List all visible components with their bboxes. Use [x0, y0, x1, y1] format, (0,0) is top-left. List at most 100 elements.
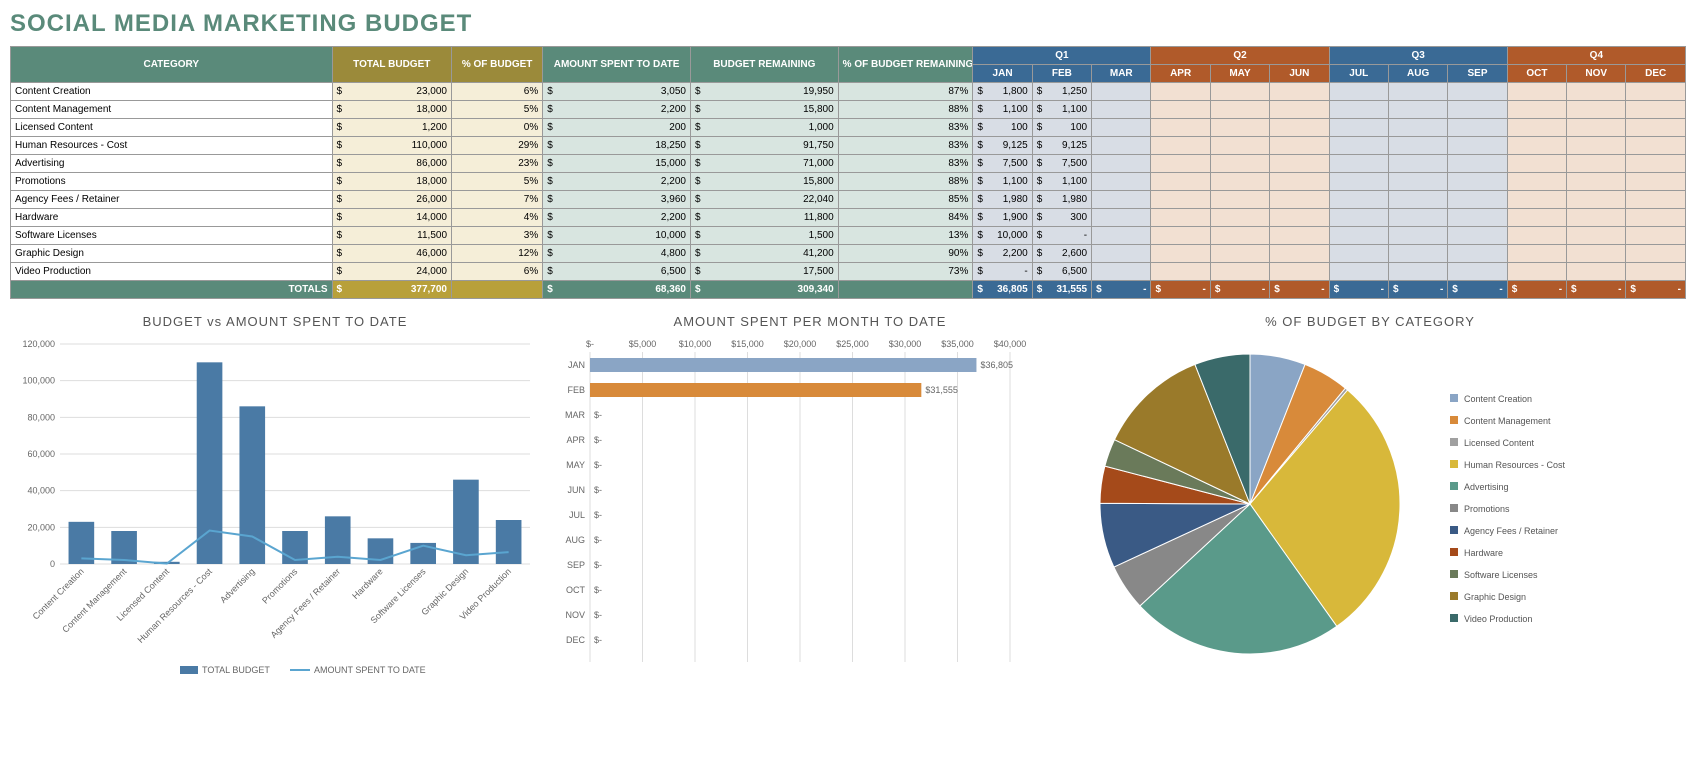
cell-month [1270, 245, 1329, 263]
cell-feb: $1,980 [1032, 191, 1091, 209]
totals-rem: $309,340 [690, 281, 838, 299]
cell-pctrem: 13% [838, 227, 973, 245]
cell-month [1210, 101, 1269, 119]
cell-month [1270, 119, 1329, 137]
cell-month [1151, 263, 1210, 281]
cell-feb: $9,125 [1032, 137, 1091, 155]
svg-text:Video Production: Video Production [1464, 614, 1532, 624]
svg-text:Licensed Content: Licensed Content [1464, 438, 1535, 448]
totals-budget: $377,700 [332, 281, 451, 299]
totals-month: $- [1329, 281, 1388, 299]
cell-month [1210, 83, 1269, 101]
cell-feb: $1,100 [1032, 173, 1091, 191]
svg-text:80,000: 80,000 [27, 412, 55, 422]
cell-month [1151, 83, 1210, 101]
cell-month [1329, 119, 1388, 137]
cell-month [1507, 209, 1566, 227]
svg-text:$-: $- [594, 460, 602, 470]
cell-spent: $200 [543, 119, 691, 137]
totals-mar: $- [1092, 281, 1151, 299]
cell-month [1626, 101, 1686, 119]
cell-pct: 6% [452, 83, 543, 101]
cell-month [1388, 173, 1447, 191]
cell-pct: 5% [452, 173, 543, 191]
svg-text:Human Resources - Cost: Human Resources - Cost [135, 566, 214, 645]
svg-text:Agency Fees / Retainer: Agency Fees / Retainer [269, 566, 343, 640]
col-month-jun: JUN [1270, 65, 1329, 83]
col-category: CATEGORY [11, 47, 333, 83]
cell-month [1567, 191, 1626, 209]
cell-month [1626, 137, 1686, 155]
cell-feb: $6,500 [1032, 263, 1091, 281]
col-month-nov: NOV [1567, 65, 1626, 83]
col-q2: Q2 [1151, 47, 1329, 65]
svg-text:AUG: AUG [565, 535, 585, 545]
cell-month [1151, 101, 1210, 119]
cell-month [1388, 209, 1447, 227]
cell-mar [1092, 119, 1151, 137]
chart-amount-per-month: AMOUNT SPENT PER MONTH TO DATE $-$5,000$… [550, 314, 1070, 687]
cell-month [1270, 263, 1329, 281]
svg-text:Hardware: Hardware [1464, 548, 1503, 558]
svg-text:$-: $- [594, 610, 602, 620]
svg-text:Promotions: Promotions [260, 566, 300, 606]
cell-budget: $46,000 [332, 245, 451, 263]
cell-mar [1092, 245, 1151, 263]
svg-text:$-: $- [594, 410, 602, 420]
cell-month [1507, 101, 1566, 119]
cell-spent: $3,050 [543, 83, 691, 101]
cell-budget: $1,200 [332, 119, 451, 137]
svg-text:$-: $- [594, 485, 602, 495]
svg-text:$-: $- [586, 339, 594, 349]
svg-text:Advertising: Advertising [218, 566, 257, 605]
cell-spent: $6,500 [543, 263, 691, 281]
cell-spent: $2,200 [543, 101, 691, 119]
cell-pct: 23% [452, 155, 543, 173]
svg-text:Hardware: Hardware [350, 566, 385, 601]
cell-month [1388, 263, 1447, 281]
cell-budget: $11,500 [332, 227, 451, 245]
cell-feb: $2,600 [1032, 245, 1091, 263]
cell-feb: $7,500 [1032, 155, 1091, 173]
cell-rem: $91,750 [690, 137, 838, 155]
cell-month [1329, 191, 1388, 209]
table-row: Human Resources - Cost $110,000 29% $18,… [11, 137, 1686, 155]
totals-feb: $31,555 [1032, 281, 1091, 299]
cell-month [1329, 263, 1388, 281]
cell-rem: $15,800 [690, 173, 838, 191]
table-row: Software Licenses $11,500 3% $10,000 $1,… [11, 227, 1686, 245]
cell-month [1626, 227, 1686, 245]
chart-pct-by-category: % OF BUDGET BY CATEGORY Content Creation… [1080, 314, 1660, 687]
cell-rem: $71,000 [690, 155, 838, 173]
cell-month [1507, 137, 1566, 155]
cell-month [1210, 209, 1269, 227]
cell-month [1270, 137, 1329, 155]
cell-month [1448, 155, 1507, 173]
cell-month [1626, 263, 1686, 281]
cell-jan: $100 [973, 119, 1032, 137]
cell-budget: $14,000 [332, 209, 451, 227]
svg-text:MAR: MAR [565, 410, 586, 420]
col-q3: Q3 [1329, 47, 1507, 65]
cell-spent: $3,960 [543, 191, 691, 209]
cell-feb: $- [1032, 227, 1091, 245]
cell-category: Hardware [11, 209, 333, 227]
table-row: Agency Fees / Retainer $26,000 7% $3,960… [11, 191, 1686, 209]
cell-month [1388, 191, 1447, 209]
cell-pctrem: 88% [838, 173, 973, 191]
svg-text:$35,000: $35,000 [941, 339, 974, 349]
svg-text:$-: $- [594, 560, 602, 570]
cell-category: Content Creation [11, 83, 333, 101]
cell-month [1388, 83, 1447, 101]
cell-month [1507, 173, 1566, 191]
cell-month [1270, 209, 1329, 227]
cell-month [1448, 101, 1507, 119]
svg-text:APR: APR [566, 435, 585, 445]
cell-month [1329, 83, 1388, 101]
cell-pct: 7% [452, 191, 543, 209]
cell-rem: $1,000 [690, 119, 838, 137]
svg-text:$40,000: $40,000 [994, 339, 1027, 349]
cell-month [1567, 155, 1626, 173]
svg-text:Promotions: Promotions [1464, 504, 1510, 514]
cell-month [1567, 263, 1626, 281]
